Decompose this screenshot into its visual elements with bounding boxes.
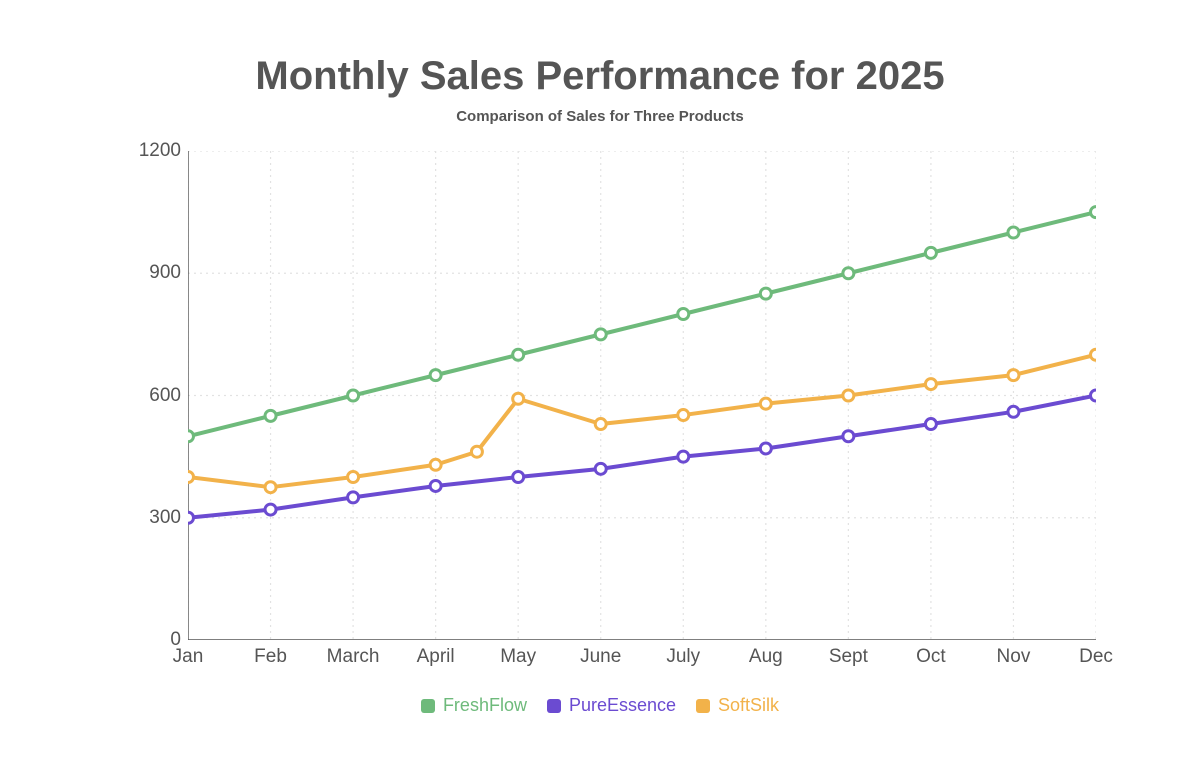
chart-legend: FreshFlow PureEssence SoftSilk: [0, 695, 1200, 718]
x-tick-label: March: [327, 646, 380, 668]
chart-subtitle: Comparison of Sales for Three Products: [0, 108, 1200, 125]
y-tick-label: 900: [126, 262, 181, 284]
plot-area: [188, 151, 1096, 640]
legend-label: PureEssence: [569, 695, 676, 716]
y-tick-label: 600: [126, 385, 181, 407]
x-tick-label: Oct: [916, 646, 946, 668]
x-tick-label: Nov: [997, 646, 1031, 668]
x-tick-label: June: [580, 646, 621, 668]
legend-swatch: [547, 699, 561, 713]
legend-item: PureEssence: [547, 695, 676, 716]
legend-item: SoftSilk: [696, 695, 779, 716]
x-tick-label: Dec: [1079, 646, 1113, 668]
x-tick-label: Sept: [829, 646, 868, 668]
legend-swatch: [421, 699, 435, 713]
legend-label: SoftSilk: [718, 695, 779, 716]
x-tick-label: July: [666, 646, 700, 668]
chart-title: Monthly Sales Performance for 2025: [0, 54, 1200, 99]
x-tick-label: Feb: [254, 646, 287, 668]
legend-label: FreshFlow: [443, 695, 527, 716]
x-tick-label: May: [500, 646, 536, 668]
x-tick-label: April: [417, 646, 455, 668]
x-tick-label: Aug: [749, 646, 783, 668]
y-tick-label: 300: [126, 507, 181, 529]
y-tick-label: 1200: [126, 140, 181, 162]
x-tick-label: Jan: [173, 646, 204, 668]
sales-line-chart: Monthly Sales Performance for 2025 Compa…: [0, 0, 1200, 771]
legend-swatch: [696, 699, 710, 713]
legend-item: FreshFlow: [421, 695, 527, 716]
